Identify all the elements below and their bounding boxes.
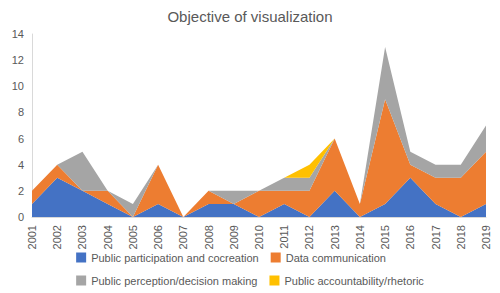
svg-text:2009: 2009 <box>228 225 240 249</box>
svg-text:2008: 2008 <box>203 225 215 249</box>
svg-text:2018: 2018 <box>455 225 467 249</box>
svg-text:2005: 2005 <box>127 225 139 249</box>
svg-text:Public participation and cocre: Public participation and cocreation <box>91 252 259 264</box>
svg-text:6: 6 <box>18 133 24 145</box>
svg-text:2003: 2003 <box>76 225 88 249</box>
svg-text:2013: 2013 <box>329 225 341 249</box>
svg-text:2007: 2007 <box>177 225 189 249</box>
svg-text:0: 0 <box>18 211 24 223</box>
svg-text:2004: 2004 <box>102 225 114 249</box>
svg-text:2001: 2001 <box>26 225 38 249</box>
svg-text:10: 10 <box>12 80 24 92</box>
svg-text:2014: 2014 <box>354 225 366 249</box>
svg-text:12: 12 <box>12 54 24 66</box>
svg-text:2: 2 <box>18 185 24 197</box>
svg-text:8: 8 <box>18 106 24 118</box>
svg-text:2016: 2016 <box>404 225 416 249</box>
svg-text:2002: 2002 <box>51 225 63 249</box>
svg-text:Data communication: Data communication <box>286 252 386 264</box>
svg-text:2015: 2015 <box>379 225 391 249</box>
svg-text:2011: 2011 <box>278 225 290 249</box>
svg-text:14: 14 <box>12 28 24 40</box>
svg-text:4: 4 <box>18 159 24 171</box>
svg-text:Public perception/decision mak: Public perception/decision making <box>91 275 257 287</box>
svg-text:2017: 2017 <box>430 225 442 249</box>
svg-text:2006: 2006 <box>152 225 164 249</box>
svg-text:2019: 2019 <box>480 225 492 249</box>
svg-text:2012: 2012 <box>303 225 315 249</box>
svg-text:2010: 2010 <box>253 225 265 249</box>
svg-text:Public accountability/rhetoric: Public accountability/rhetoric <box>284 275 424 287</box>
svg-text:Objective of visualization: Objective of visualization <box>167 8 332 25</box>
